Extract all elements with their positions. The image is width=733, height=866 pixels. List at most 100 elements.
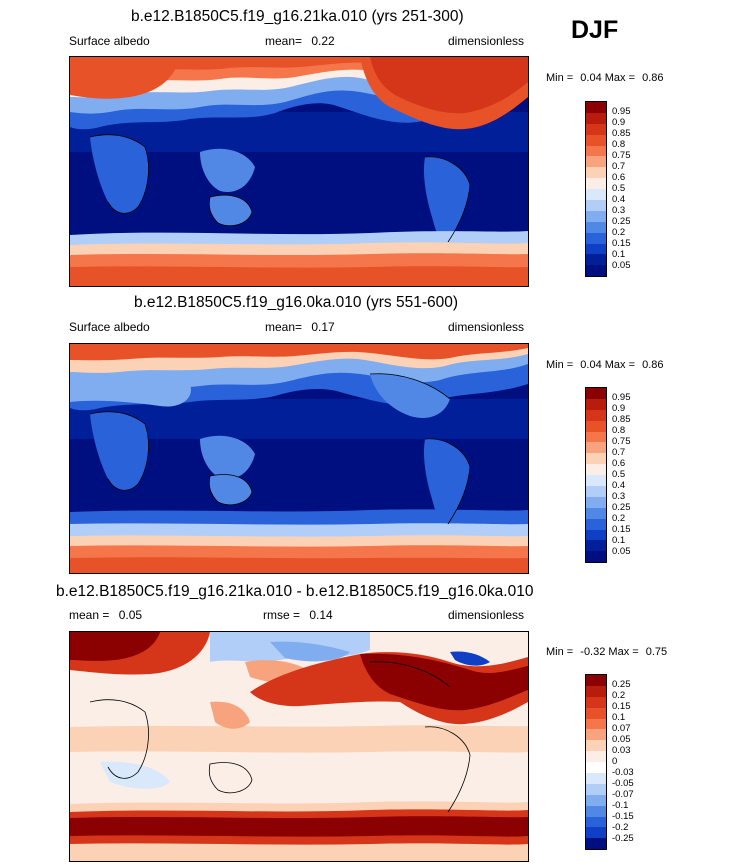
colorbar-label: 0.75 <box>612 150 631 161</box>
colorbar-label: 0.2 <box>612 513 626 524</box>
panel-2-max-value: 0.86 <box>642 359 664 371</box>
colorbar-label: 0.05 <box>612 260 631 271</box>
panel-2-map <box>69 343 529 574</box>
colorbar-label: 0.25 <box>612 679 631 690</box>
colorbar-label: 0.2 <box>612 227 626 238</box>
colorbar-label: 0.8 <box>612 139 626 150</box>
colorbar-label: 0.4 <box>612 480 626 491</box>
colorbar-swatch <box>586 773 606 784</box>
colorbar-swatch <box>586 740 606 752</box>
panel-2-colorbar <box>585 387 607 564</box>
colorbar-swatch <box>586 243 606 255</box>
colorbar-label: 0.5 <box>612 183 626 194</box>
panel-3-colorbar <box>585 674 607 851</box>
panel-3-map <box>69 631 529 862</box>
colorbar-label: 0.25 <box>612 216 631 227</box>
colorbar-swatch <box>586 398 606 410</box>
colorbar-swatch <box>586 232 606 244</box>
panel-3-mean-value: 0.05 <box>118 608 143 622</box>
panel-2-mean: mean= 0.17 <box>265 320 335 334</box>
colorbar-label: 0.8 <box>612 425 626 436</box>
colorbar-swatch <box>586 507 606 519</box>
colorbar-swatch <box>586 112 606 124</box>
panel-3-title: b.e12.B1850C5.f19_g16.21ka.010 - b.e12.B… <box>56 583 534 600</box>
colorbar-swatch <box>586 475 606 487</box>
colorbar-label: 0.75 <box>612 436 631 447</box>
panel-2-units: dimensionless <box>448 320 525 334</box>
panel-3-units: dimensionless <box>448 608 525 622</box>
panel-1-variable-label: Surface albedo <box>69 34 150 48</box>
colorbar-swatch <box>586 210 606 222</box>
panel-3-mean-label: mean = <box>69 608 110 622</box>
colorbar-swatch <box>586 453 606 465</box>
panel-1-units: dimensionless <box>448 34 525 48</box>
panel-1-min-value: 0.04 <box>580 72 602 84</box>
colorbar-label: -0.03 <box>612 767 634 778</box>
panel-3-rmse: rmse = 0.14 <box>263 608 333 622</box>
colorbar-swatch <box>586 134 606 146</box>
colorbar-label: 0.85 <box>612 128 631 139</box>
colorbar-swatch <box>586 388 606 399</box>
colorbar-swatch <box>586 254 606 266</box>
colorbar-label: 0.03 <box>612 745 631 756</box>
colorbar-label: 0.7 <box>612 447 626 458</box>
colorbar-swatch <box>586 145 606 157</box>
colorbar-swatch <box>586 409 606 421</box>
colorbar-swatch <box>586 838 606 850</box>
colorbar-swatch <box>586 189 606 201</box>
colorbar-swatch <box>586 696 606 708</box>
colorbar-swatch <box>586 178 606 190</box>
colorbar-swatch <box>586 551 606 563</box>
panel-1-map <box>69 56 529 287</box>
panel-2-mean-value: 0.17 <box>311 320 335 334</box>
colorbar-swatch <box>586 827 606 839</box>
colorbar-swatch <box>586 751 606 763</box>
colorbar-swatch <box>586 123 606 135</box>
panel-2-variable-label: Surface albedo <box>69 320 150 334</box>
panel-2-mean-label: mean= <box>265 320 303 334</box>
colorbar-swatch <box>586 685 606 697</box>
colorbar-label: 0.5 <box>612 469 626 480</box>
colorbar-label: 0.3 <box>612 205 626 216</box>
colorbar-swatch <box>586 464 606 476</box>
colorbar-swatch <box>586 200 606 211</box>
panel-2-max-label: Max = <box>604 359 636 371</box>
panel-1-mean-value: 0.22 <box>311 34 335 48</box>
colorbar-label: 0.95 <box>612 392 631 403</box>
colorbar-swatch <box>586 431 606 443</box>
colorbar-swatch <box>586 783 606 795</box>
colorbar-swatch <box>586 442 606 454</box>
colorbar-label: 0.9 <box>612 403 626 414</box>
panel-1-mean: mean= 0.22 <box>265 34 335 48</box>
colorbar-swatch <box>586 707 606 719</box>
colorbar-swatch <box>586 102 606 113</box>
colorbar-label: 0.1 <box>612 249 626 260</box>
panel-3-max-value: 0.75 <box>645 646 668 658</box>
colorbar-swatch <box>586 265 606 277</box>
panel-3-mean: mean = 0.05 <box>69 608 142 622</box>
colorbar-label: 0.15 <box>612 238 631 249</box>
colorbar-label: -0.15 <box>612 811 634 822</box>
colorbar-label: 0.15 <box>612 524 631 535</box>
colorbar-label: -0.07 <box>612 789 634 800</box>
panel-1-max-label: Max = <box>604 72 636 84</box>
colorbar-swatch <box>586 718 606 730</box>
panel-1-min-label: Min = <box>546 72 574 84</box>
colorbar-label: 0.85 <box>612 414 631 425</box>
colorbar-label: 0.07 <box>612 723 631 734</box>
panel-1-colorbar <box>585 101 607 278</box>
colorbar-label: 0.1 <box>612 712 626 723</box>
colorbar-label: -0.2 <box>612 822 629 833</box>
colorbar-label: 0.7 <box>612 161 626 172</box>
colorbar-label: -0.1 <box>612 800 629 811</box>
colorbar-label: 0.3 <box>612 491 626 502</box>
colorbar-swatch <box>586 805 606 817</box>
colorbar-label: 0.9 <box>612 117 626 128</box>
panel-1-mean-label: mean= <box>265 34 303 48</box>
colorbar-swatch <box>586 420 606 432</box>
colorbar-label: 0.4 <box>612 194 626 205</box>
colorbar-swatch <box>586 816 606 828</box>
panel-2-min-value: 0.04 <box>580 359 602 371</box>
colorbar-swatch <box>586 762 606 774</box>
colorbar-label: 0.6 <box>612 458 626 469</box>
